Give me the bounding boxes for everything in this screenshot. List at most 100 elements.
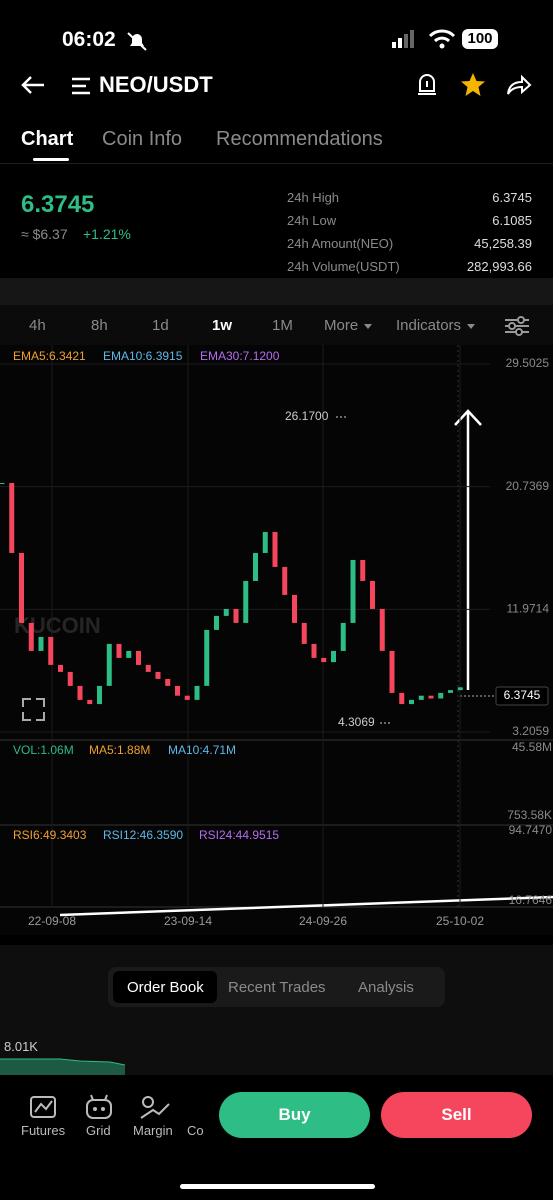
interval[interactable]: 1d — [152, 317, 169, 334]
candle — [321, 657, 327, 663]
back-button[interactable] — [20, 74, 46, 96]
status-time: 06:02 — [62, 28, 116, 51]
candle — [272, 531, 278, 567]
nav-label[interactable]: Grid — [86, 1123, 111, 1138]
nav-label[interactable]: Futures — [21, 1123, 66, 1138]
interval[interactable]: 1M — [272, 317, 293, 334]
depth-area — [0, 1058, 126, 1075]
candle — [0, 482, 5, 484]
interval[interactable]: 8h — [91, 317, 108, 334]
indicator-legend: EMA5:6.3421 — [13, 349, 86, 363]
wifi-icon — [428, 29, 456, 49]
last-price-label: 6.3745 — [504, 688, 541, 702]
segment-selected — [113, 971, 217, 1003]
candle — [77, 685, 83, 700]
candle — [360, 559, 366, 581]
candle — [155, 671, 161, 679]
indicator-legend: MA10:4.71M — [168, 743, 236, 757]
buy-button[interactable]: Buy — [219, 1092, 370, 1138]
candle — [418, 695, 424, 700]
stat-label: 24h Amount(NEO) — [287, 236, 394, 251]
candle — [165, 678, 171, 686]
interval[interactable]: 4h — [29, 317, 46, 334]
menu-icon[interactable] — [72, 77, 92, 95]
indicator-legend: VOL:1.06M — [13, 743, 74, 757]
pair-title[interactable]: NEO/USDT — [99, 72, 213, 97]
arrow-annotation — [454, 409, 482, 690]
candle — [292, 594, 297, 623]
candle — [214, 615, 219, 630]
stat-value: 6.1085 — [492, 213, 532, 228]
stat-value: 6.3745 — [492, 190, 532, 205]
tab[interactable]: Recommendations — [216, 128, 383, 150]
chart-bg — [0, 345, 553, 935]
candle — [340, 622, 346, 651]
interval[interactable]: Indicators — [396, 317, 462, 334]
candle — [116, 643, 122, 658]
indicator-legend: RSI12:46.3590 — [103, 828, 183, 842]
alert-button[interactable] — [416, 73, 438, 97]
futures-icon[interactable] — [29, 1095, 59, 1121]
candle — [370, 580, 375, 609]
candle — [438, 692, 444, 699]
candle — [379, 608, 385, 651]
segment[interactable]: Analysis — [358, 979, 414, 996]
expand-button[interactable] — [22, 698, 45, 721]
axis-label: 45.58M — [512, 740, 552, 754]
interval-bar — [0, 305, 553, 345]
watermark: KUCOIN — [14, 613, 101, 638]
depth-label: 8.01K — [4, 1039, 38, 1054]
candle — [311, 643, 317, 658]
section-gap — [0, 278, 553, 305]
settings-button[interactable] — [505, 316, 529, 336]
indicator-legend: MA5:1.88M — [89, 743, 150, 757]
candle — [184, 695, 190, 700]
price-change: +1.21% — [83, 226, 131, 242]
candle — [282, 566, 288, 595]
candle — [399, 692, 405, 705]
dropdown-caret — [364, 324, 372, 329]
candle — [175, 685, 180, 696]
axis-label: 16.7646 — [509, 893, 553, 907]
stat-label: 24h High — [287, 190, 340, 205]
nav-label[interactable]: Margin — [133, 1123, 173, 1138]
sell-button[interactable]: Sell — [381, 1092, 532, 1138]
segment[interactable]: Recent Trades — [228, 979, 326, 996]
dropdown-caret — [467, 324, 475, 329]
tab[interactable]: Coin Info — [102, 128, 183, 150]
interval[interactable]: 1w — [212, 317, 233, 334]
share-button[interactable] — [506, 74, 532, 96]
price-axis-label: 20.7369 — [506, 479, 550, 493]
divider — [0, 163, 553, 164]
candle — [389, 650, 395, 693]
favorite-button[interactable] — [460, 72, 486, 98]
nav-label[interactable]: Co — [187, 1123, 204, 1138]
mute-icon — [127, 32, 147, 51]
battery: 100 — [462, 29, 498, 49]
interval[interactable]: More — [324, 317, 359, 334]
candle — [331, 650, 336, 663]
candle — [87, 699, 93, 705]
order-panel — [0, 945, 553, 1075]
low-annotation: 4.3069 — [338, 715, 375, 729]
indicator-legend: RSI24:44.9515 — [199, 828, 279, 842]
tab[interactable]: Chart — [21, 128, 74, 150]
axis-label: 94.7470 — [509, 823, 553, 837]
home-indicator — [180, 1184, 375, 1189]
candle — [428, 695, 434, 699]
grid-icon[interactable] — [84, 1094, 114, 1122]
indicator-legend: EMA10:6.3915 — [103, 349, 183, 363]
segment[interactable]: Order Book — [127, 979, 204, 996]
candle — [28, 622, 34, 651]
candle — [145, 664, 151, 672]
candle — [67, 671, 73, 686]
stat-value: 45,258.39 — [474, 236, 532, 251]
stat-value: 282,993.66 — [466, 259, 532, 274]
margin-icon[interactable] — [139, 1094, 171, 1122]
candle — [448, 690, 453, 693]
candle — [301, 622, 307, 644]
candle — [243, 580, 249, 623]
candle — [457, 687, 463, 691]
candle — [262, 531, 268, 553]
